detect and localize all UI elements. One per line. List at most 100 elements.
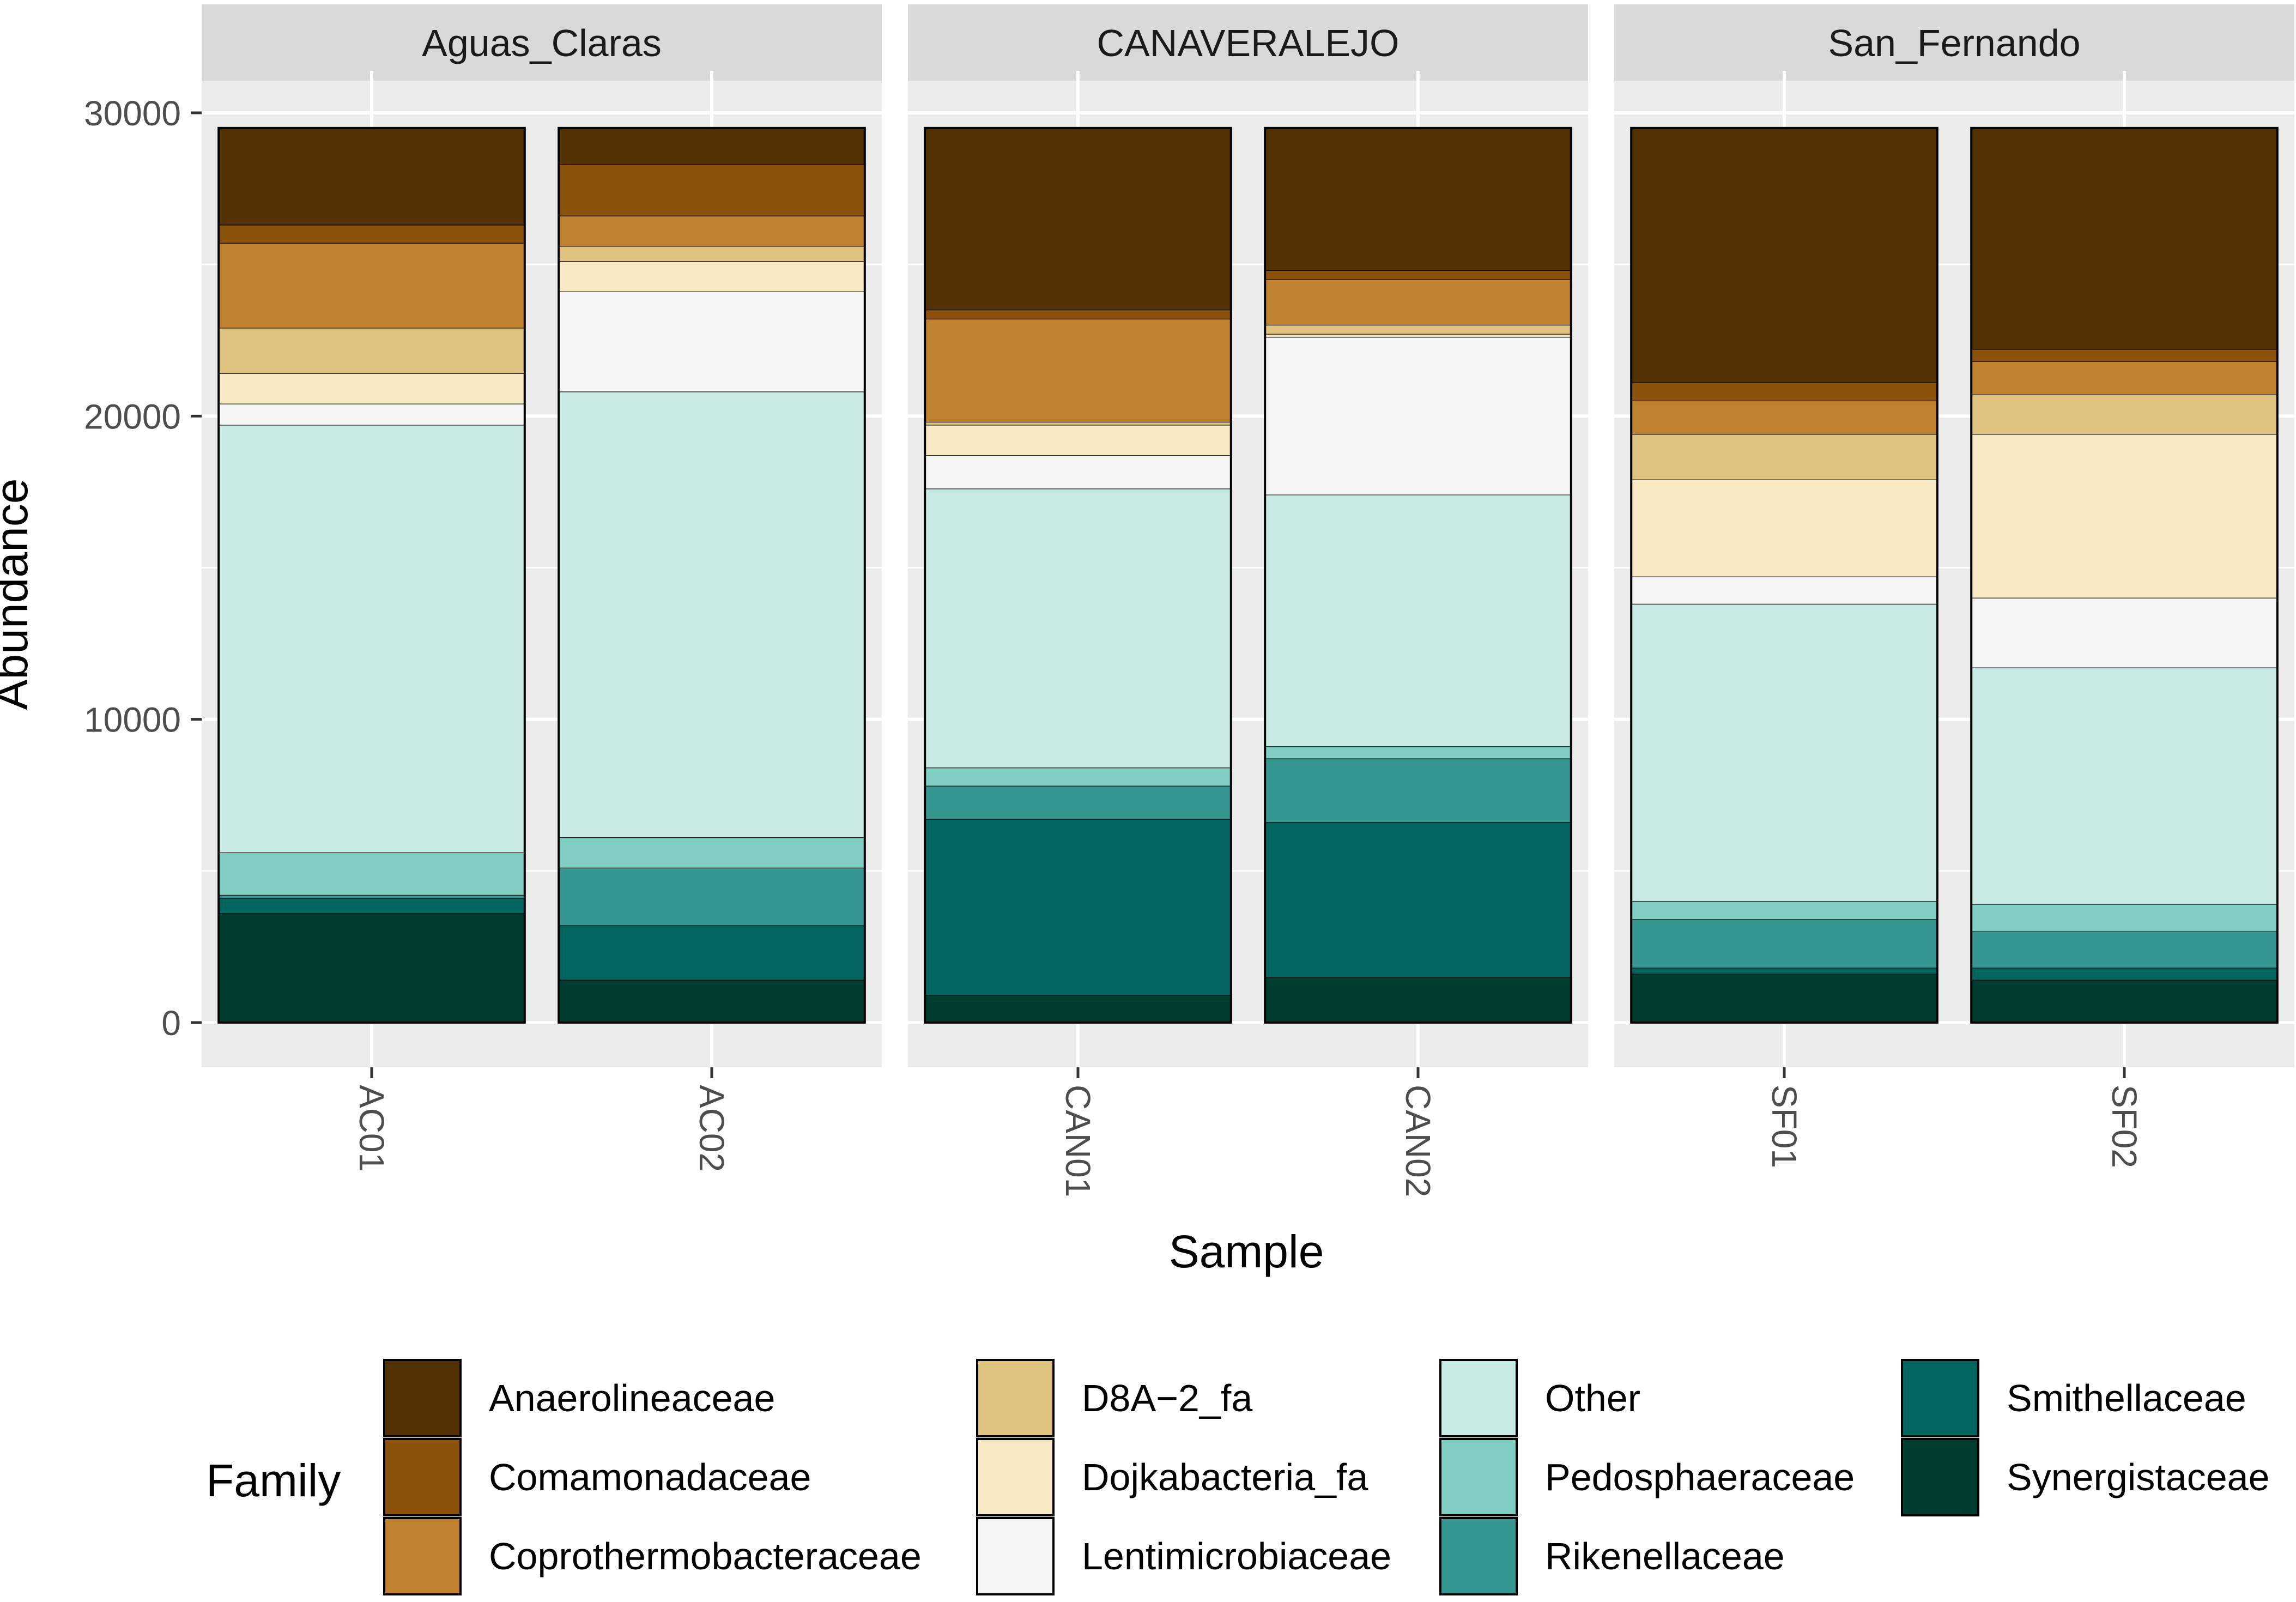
bar-segment <box>1264 128 1572 271</box>
legend-key <box>1901 1438 1979 1516</box>
legend-label: Lentimicrobiaceae <box>1082 1535 1391 1577</box>
bar-segment <box>1971 349 2278 362</box>
legend-key <box>383 1438 462 1516</box>
bar-segment <box>924 785 1232 820</box>
bar-outline <box>1630 126 1938 1024</box>
legend-label: Coprothermobacteraceae <box>489 1535 922 1577</box>
bar-segment <box>1631 900 1938 920</box>
facet-strip <box>202 4 882 81</box>
facet-strip <box>908 4 1588 81</box>
bar-segment <box>1264 324 1572 335</box>
bar-segment <box>218 243 525 329</box>
bar-stack-SF02 <box>1970 126 2279 1024</box>
y-tick-label: 0 <box>161 1003 181 1043</box>
legend-item: Rikenellaceae <box>1439 1517 1785 1595</box>
legend-label: Smithellaceae <box>2007 1377 2246 1419</box>
legend-item: Pedosphaeraceae <box>1439 1438 1855 1516</box>
bar-segment <box>924 310 1232 319</box>
bar-stack-CAN01 <box>924 126 1232 1024</box>
bar-segment <box>218 403 525 426</box>
bar-outline <box>1970 126 2279 1024</box>
legend-item: Other <box>1439 1359 1640 1437</box>
bar-segment <box>1631 434 1938 480</box>
y-tick-label: 10000 <box>84 700 181 740</box>
bar-segment <box>558 215 865 247</box>
legend-item: Dojkabacteria_fa <box>976 1438 1368 1516</box>
facet-panel: San_Fernando SF01 SF02 <box>1614 4 2294 1168</box>
bar-segment <box>1264 822 1572 978</box>
x-tick-label: SF02 <box>2105 1085 2144 1168</box>
bar-segment <box>1631 479 1938 577</box>
legend-label: Synergistaceae <box>2007 1456 2270 1498</box>
bar-segment <box>1631 974 1938 1023</box>
bar-segment <box>1264 270 1572 280</box>
legend-key <box>1439 1438 1518 1516</box>
bar-segment <box>1631 382 1938 402</box>
bar-segment <box>218 328 525 374</box>
bar-segment <box>1971 128 2278 350</box>
bar-segment <box>558 837 865 868</box>
bar-segment <box>1631 968 1938 975</box>
legend-key <box>976 1359 1055 1437</box>
bar-outline <box>217 126 526 1024</box>
y-tick-label: 30000 <box>84 94 181 133</box>
bar-segment <box>1631 576 1938 604</box>
bar-segment <box>924 819 1232 996</box>
bar-segment <box>1971 904 2278 932</box>
bar-segment <box>924 128 1232 311</box>
legend-key <box>976 1438 1055 1516</box>
legend-title: Family <box>206 1455 341 1506</box>
bar-segment <box>558 291 865 392</box>
bar-stack-AC02 <box>558 126 866 1024</box>
bar-segment <box>558 867 865 926</box>
legend-label: Anaerolineaceae <box>489 1377 775 1419</box>
legend-item: Coprothermobacteraceae <box>383 1517 922 1595</box>
bar-segment <box>218 373 525 404</box>
facet-strip <box>1614 4 2294 81</box>
facet-panel: Aguas_Claras AC01 AC02 <box>202 4 882 1172</box>
legend-label: Rikenellaceae <box>1545 1535 1785 1577</box>
x-tick-label: CAN02 <box>1398 1085 1438 1197</box>
bar-segment <box>1631 128 1938 383</box>
legend-label: Other <box>1545 1377 1640 1419</box>
legend-label: D8A−2_fa <box>1082 1377 1252 1419</box>
legend-key <box>383 1517 462 1595</box>
bar-segment <box>1264 494 1572 747</box>
bar-segment <box>924 995 1232 1023</box>
bar-segment <box>558 925 865 981</box>
legend-item: Smithellaceae <box>1901 1359 2246 1437</box>
bar-segment <box>1971 597 2278 668</box>
bar-segment <box>924 421 1232 426</box>
bar-segment <box>558 128 865 165</box>
bar-segment <box>218 425 525 853</box>
y-tick-label: 20000 <box>84 397 181 436</box>
bar-segment <box>218 225 525 244</box>
bar-segment <box>1971 968 2278 981</box>
bar-segment <box>924 455 1232 489</box>
x-tick-label: AC02 <box>692 1085 731 1172</box>
bar-segment <box>1971 931 2278 969</box>
legend-label: Pedosphaeraceae <box>1545 1456 1855 1498</box>
x-tick-label: AC01 <box>352 1085 391 1172</box>
bar-segment <box>1631 919 1938 969</box>
bar-segment <box>558 164 865 216</box>
legend-key <box>1439 1517 1518 1595</box>
bar-segment <box>1971 980 2278 1023</box>
bar-segment <box>1264 746 1572 759</box>
bar-segment <box>218 128 525 226</box>
bar-segment <box>558 980 865 1023</box>
facet-strip-label: CANAVERALEJO <box>1097 22 1400 64</box>
bar-segment <box>558 391 865 838</box>
bar-segment <box>1631 401 1938 435</box>
bar-segment <box>1264 334 1572 338</box>
bar-segment <box>1971 434 2278 599</box>
bar-outline <box>558 126 866 1024</box>
legend-item: Comamonadaceae <box>383 1438 811 1516</box>
bar-segment <box>924 425 1232 456</box>
legend-key <box>383 1359 462 1437</box>
legend: Family Anaerolineaceae Comamonadaceae Copr… <box>206 1359 2270 1595</box>
bar-segment <box>1264 758 1572 823</box>
bar-segment <box>1264 977 1572 1023</box>
